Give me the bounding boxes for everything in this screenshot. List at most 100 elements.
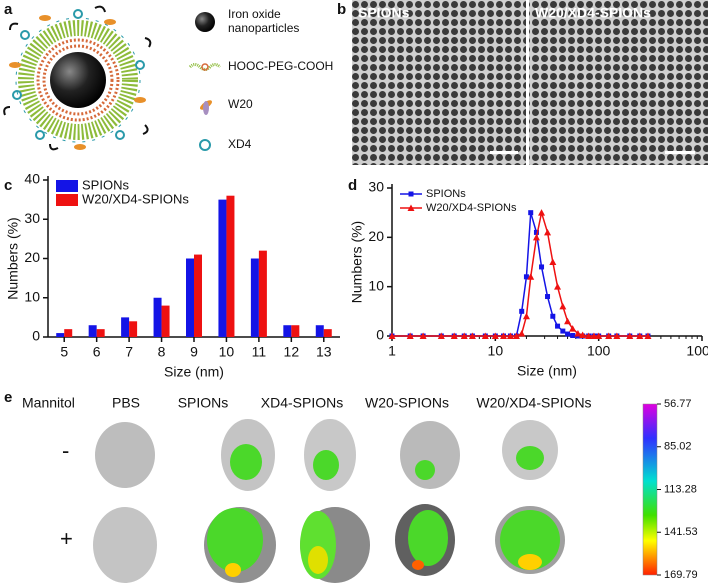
marker (570, 333, 576, 339)
legend-text: HOOC-PEG-COOH (228, 59, 333, 73)
x-tick-label: 13 (316, 344, 332, 360)
marker (565, 331, 571, 337)
x-tick-label: 9 (190, 344, 198, 360)
y-tick-label: 20 (24, 249, 40, 265)
legend-text: Iron oxide (228, 7, 281, 21)
bar (161, 305, 170, 337)
marker (564, 317, 572, 325)
marker (532, 233, 540, 241)
y-tick-label: 30 (368, 179, 384, 195)
legend-label: W20/XD4-SPIONs (82, 191, 189, 206)
marker (533, 229, 539, 235)
panel-label: d (348, 177, 357, 194)
legend-swatch (56, 194, 78, 206)
bar (226, 195, 235, 337)
bar (56, 333, 65, 337)
column-header: SPIONs (178, 395, 229, 411)
y-tick-label: 0 (32, 328, 40, 344)
line (392, 212, 648, 337)
x-axis-label: Size (nm) (517, 363, 577, 379)
image-label: W20/XD4-SPIONs (535, 5, 651, 21)
y-tick-label: 30 (24, 210, 40, 226)
column-header: W20/XD4-SPIONs (476, 395, 591, 411)
x-tick-label: 11 (252, 344, 267, 360)
legend-swatch (56, 180, 78, 192)
marker (408, 191, 414, 197)
tissue-images (93, 419, 565, 583)
marker (644, 332, 652, 339)
panel-label: e (4, 389, 12, 406)
y-axis-label: Numbers (%) (5, 217, 21, 299)
bar (315, 325, 324, 337)
panel-label: b (337, 1, 346, 18)
colorbar-label: 141.53 (664, 526, 698, 538)
marker (450, 332, 458, 339)
marker (579, 331, 587, 339)
marker (554, 283, 562, 290)
colorbar-label: 113.28 (664, 483, 697, 495)
legend-label: W20/XD4-SPIONs (426, 202, 517, 214)
marker (539, 264, 545, 270)
marker (481, 332, 489, 339)
y-tick-label: 10 (24, 288, 40, 304)
tem-image (352, 0, 526, 165)
marker (544, 228, 552, 236)
marker (527, 273, 535, 280)
x-tick-label: 10 (219, 344, 235, 360)
bar (291, 325, 300, 337)
panel-label: a (4, 1, 13, 18)
x-tick-label: 100 (587, 343, 611, 359)
marker (500, 332, 508, 339)
y-tick-label: 40 (24, 171, 40, 187)
marker (406, 332, 414, 339)
legend-text: nanoparticles (228, 21, 299, 35)
marker (545, 294, 551, 300)
bar (258, 250, 267, 337)
image-label: SPIONs (358, 5, 410, 21)
y-tick-label: 20 (368, 228, 384, 244)
marker (523, 274, 529, 280)
legend-text: W20 (228, 97, 253, 111)
marker (560, 328, 566, 334)
x-tick-label: 1 (388, 343, 396, 359)
marker (538, 209, 546, 216)
x-tick-label: 7 (125, 344, 133, 360)
marker (585, 332, 593, 339)
marker (522, 312, 530, 320)
marker (549, 258, 557, 265)
scale-bar (665, 151, 695, 154)
bar (194, 254, 202, 337)
scale-bar (490, 151, 518, 154)
nanoparticle-illustration (3, 5, 222, 151)
column-header: W20-SPIONs (365, 395, 449, 411)
colorbar-label: 56.77 (664, 398, 692, 410)
marker (626, 332, 634, 339)
column-header: XD4-SPIONs (261, 395, 343, 411)
colorbar-label: 85.02 (664, 441, 692, 453)
x-tick-label: 10 (488, 343, 504, 359)
marker (559, 302, 567, 310)
bar (129, 321, 138, 337)
marker (550, 313, 556, 319)
x-tick-label: 1000 (686, 343, 708, 359)
x-axis-label: Size (nm) (164, 364, 224, 380)
bar (64, 329, 73, 337)
bar (186, 258, 194, 337)
colorbar-ticks: 56.77 85.02 113.28 141.53 169.79 (657, 398, 698, 581)
column-header: PBS (112, 395, 140, 411)
marker (419, 332, 427, 339)
marker (519, 308, 525, 314)
marker (574, 330, 582, 337)
marker (636, 332, 644, 339)
bar (218, 199, 227, 337)
colorbar (642, 403, 658, 576)
bar (121, 317, 130, 337)
bar (96, 329, 105, 337)
marker (528, 210, 534, 216)
marker (613, 332, 621, 339)
marker (460, 332, 468, 339)
legend-text: XD4 (228, 137, 252, 151)
y-tick-label: 10 (368, 277, 384, 293)
